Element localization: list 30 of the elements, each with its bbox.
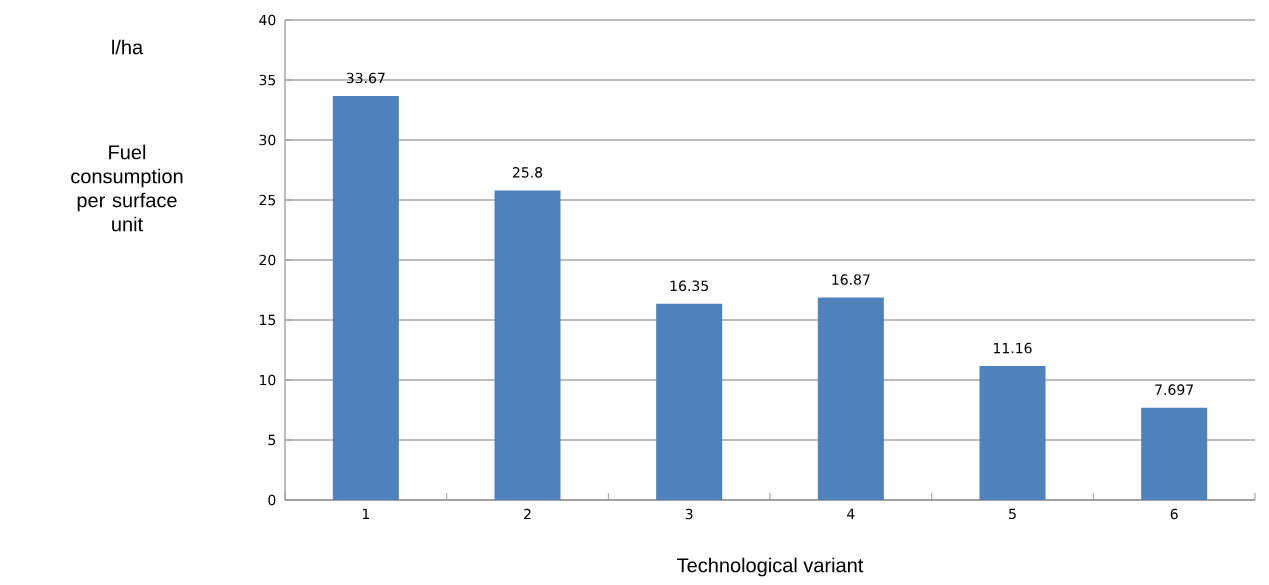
bar [1141,407,1208,500]
data-label: 7.697 [1155,384,1193,395]
y-tick-label: 30 [259,134,276,146]
x-tick-label: 4 [847,508,855,519]
x-axis-title: Technological variant [677,557,864,577]
x-tick-label: 5 [1009,508,1016,520]
y-tick-label: 25 [259,194,276,206]
bar [817,297,884,500]
data-label: 25.8 [512,167,543,178]
x-tick-label: 3 [685,508,693,520]
bar [494,190,561,500]
bar [979,366,1046,500]
bar [656,303,723,500]
x-tick-label: 6 [1170,508,1178,520]
y-tick-label: 35 [259,74,276,86]
x-tick-label: 1 [362,508,369,519]
bar [332,95,399,500]
text: l/ha [112,39,144,55]
x-tick-label: 2 [524,508,531,520]
data-label: 11.16 [994,342,1032,354]
data-label: 33.67 [346,72,385,84]
data-label: 16.87 [832,274,870,285]
y-tick-label: 20 [259,254,276,266]
y-tick-label: 15 [260,314,276,326]
y-tick-label: 0 [268,494,276,506]
y-tick-label: 5 [268,434,276,446]
y-tick-label: 40 [259,14,276,26]
data-label: 16.35 [670,280,708,292]
y-tick-label: 10 [260,374,276,386]
y-axis-title: Fuel consumption per surface unit [71,144,183,232]
